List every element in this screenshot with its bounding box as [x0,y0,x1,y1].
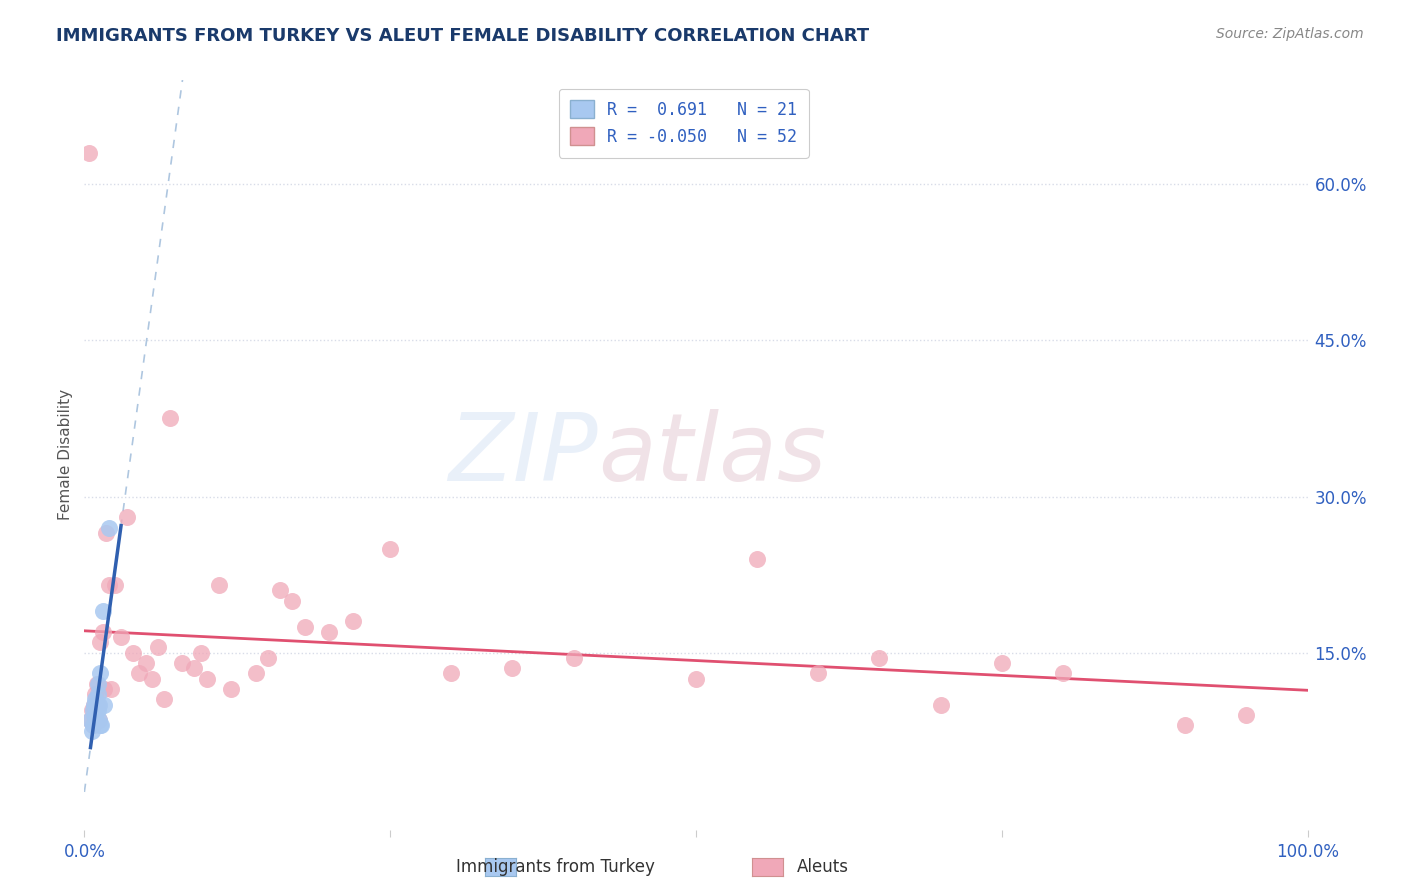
Text: atlas: atlas [598,409,827,500]
Point [89,718,111,732]
Point [93,698,115,712]
Point [79,714,101,728]
Point [146,640,169,655]
Point [245,666,267,681]
Point [342,615,364,629]
Point [87,698,110,712]
Point [86,698,108,712]
Point [991,656,1014,670]
Point [318,624,340,639]
Point [440,666,463,681]
Point [87,698,110,712]
Point [562,651,585,665]
Text: IMMIGRANTS FROM TURKEY VS ALEUT FEMALE DISABILITY CORRELATION CHART: IMMIGRANTS FROM TURKEY VS ALEUT FEMALE D… [56,27,869,45]
Point [869,651,891,665]
Point [110,630,132,644]
Point [747,552,769,566]
Point [1174,718,1197,732]
Point [115,510,138,524]
Point [89,666,111,681]
Point [80,723,103,738]
Point [87,677,110,691]
Point [172,656,194,670]
Point [83,703,105,717]
Point [100,682,122,697]
Point [87,703,110,717]
Point [84,708,107,723]
Point [135,656,157,670]
Point [183,661,205,675]
Point [502,661,524,675]
Point [80,703,103,717]
Point [91,624,114,639]
Point [807,666,830,681]
Point [208,578,231,592]
Point [195,672,218,686]
Point [153,692,176,706]
Point [87,687,110,701]
Point [82,718,104,732]
Point [1236,708,1258,723]
Text: Source: ZipAtlas.com: Source: ZipAtlas.com [1216,27,1364,41]
Y-axis label: Female Disability: Female Disability [58,389,73,521]
Point [91,604,114,618]
Point [86,677,108,691]
Point [96,526,118,541]
Point [104,578,127,592]
Point [257,651,280,665]
Point [929,698,952,712]
Point [87,714,110,728]
Text: Immigrants from Turkey: Immigrants from Turkey [456,858,655,876]
Point [685,672,707,686]
Point [97,578,120,592]
Point [86,703,108,717]
Point [84,687,107,701]
Point [122,646,145,660]
Point [82,703,104,717]
Point [93,682,115,697]
Point [1052,666,1074,681]
Point [190,646,212,660]
Point [128,666,150,681]
Point [89,635,111,649]
Point [141,672,163,686]
Text: Aleuts: Aleuts [797,858,848,876]
Point [82,718,104,732]
Point [294,620,316,634]
Legend: R =  0.691   N = 21, R = -0.050   N = 52: R = 0.691 N = 21, R = -0.050 N = 52 [558,88,808,158]
Point [83,708,105,723]
Point [77,146,100,161]
Point [83,698,105,712]
Point [159,411,181,425]
Point [281,593,304,607]
Point [380,541,402,556]
Point [87,714,110,728]
Point [79,714,101,728]
Point [84,692,107,706]
Text: ZIP: ZIP [449,409,598,500]
Point [269,583,291,598]
Point [219,682,242,697]
Point [97,521,120,535]
Point [83,698,105,712]
Point [90,718,112,732]
